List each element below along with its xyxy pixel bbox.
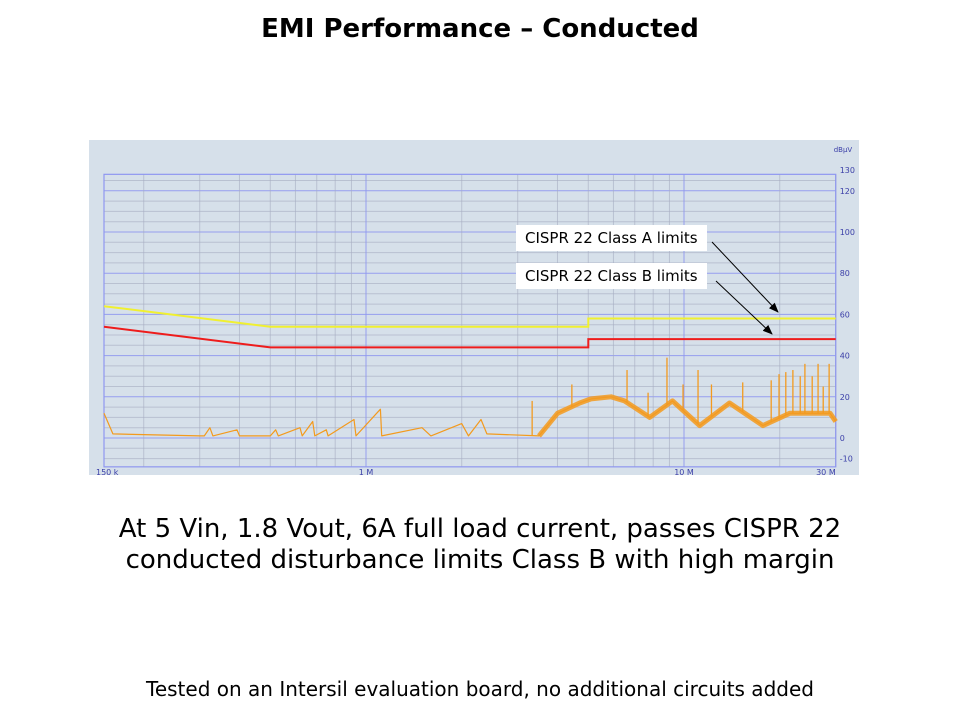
y-tick-label: 20 bbox=[840, 393, 850, 402]
slide-title: EMI Performance – Conducted bbox=[261, 14, 699, 44]
x-tick-label: 1 M bbox=[359, 468, 374, 475]
y-axis-unit: dBµV bbox=[834, 146, 853, 154]
class-b-arrow bbox=[715, 280, 773, 335]
x-tick-label: 150 k bbox=[96, 468, 119, 475]
y-tick-label: 130 bbox=[840, 166, 855, 175]
y-tick-label: 0 bbox=[840, 434, 845, 443]
footer-note: Tested on an Intersil evaluation board, … bbox=[146, 677, 814, 701]
y-tick-label: 40 bbox=[840, 352, 850, 361]
emission-trace-broadband bbox=[537, 394, 838, 438]
class-a-limit-line bbox=[103, 305, 836, 328]
y-tick-label: 60 bbox=[840, 310, 850, 319]
class-b-limit-line bbox=[103, 325, 836, 349]
class-a-callout: CISPR 22 Class A limits bbox=[516, 225, 707, 251]
emi-chart-svg: 130 120 100 80 60 40 20 0 -10 dBµV 150 k 1 M 10 M 30 … bbox=[96, 146, 855, 475]
emi-chart: 130 120 100 80 60 40 20 0 -10 dBµV 150 k 1 M 10 M 30 … bbox=[89, 140, 859, 475]
y-tick-label: -10 bbox=[840, 455, 853, 464]
y-tick-label: 120 bbox=[840, 187, 855, 196]
summary-text: At 5 Vin, 1.8 Vout, 6A full load current… bbox=[0, 514, 960, 576]
plot-frame bbox=[103, 173, 837, 468]
y-tick-label: 80 bbox=[840, 269, 850, 278]
summary-line-2: conducted disturbance limits Class B wit… bbox=[125, 545, 835, 575]
y-tick-label: 100 bbox=[840, 228, 855, 237]
class-b-callout: CISPR 22 Class B limits bbox=[516, 263, 707, 289]
x-tick-label: 30 M bbox=[816, 468, 836, 475]
x-tick-label: 10 M bbox=[674, 468, 694, 475]
class-a-arrow bbox=[711, 241, 779, 313]
summary-line-1: At 5 Vin, 1.8 Vout, 6A full load current… bbox=[118, 514, 842, 544]
